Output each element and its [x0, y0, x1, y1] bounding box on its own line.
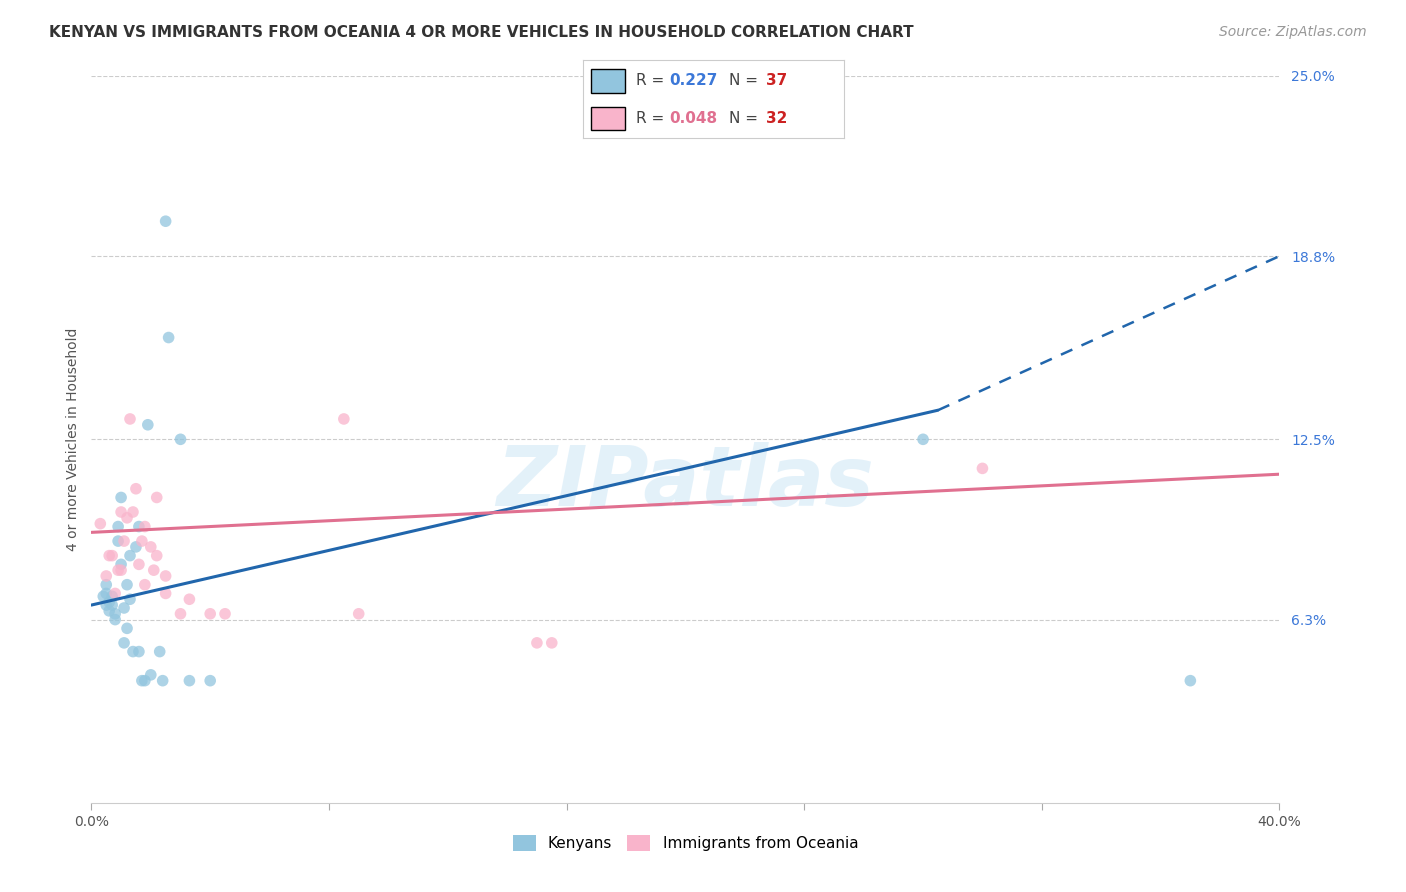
- Point: [110, 558, 132, 572]
- Point: [101, 549, 124, 563]
- Point: [115, 621, 138, 635]
- Y-axis label: 4 or more Vehicles in Household: 4 or more Vehicles in Household: [66, 327, 80, 551]
- Point: [112, 534, 135, 549]
- Point: [115, 578, 138, 592]
- Point: [139, 668, 162, 682]
- FancyBboxPatch shape: [592, 107, 626, 130]
- Text: 37: 37: [765, 73, 787, 88]
- Point: [139, 540, 162, 554]
- Point: [1180, 673, 1202, 688]
- Point: [96, 598, 118, 612]
- Point: [200, 607, 222, 621]
- Point: [104, 607, 127, 621]
- Point: [540, 636, 562, 650]
- Text: Source: ZipAtlas.com: Source: ZipAtlas.com: [1219, 25, 1367, 39]
- Point: [112, 636, 135, 650]
- Point: [96, 578, 118, 592]
- Point: [131, 534, 153, 549]
- Point: [134, 519, 156, 533]
- Text: R =: R =: [636, 73, 669, 88]
- Point: [125, 482, 148, 496]
- Point: [104, 613, 127, 627]
- Point: [125, 540, 148, 554]
- Point: [118, 549, 141, 563]
- Point: [136, 417, 159, 432]
- Point: [91, 590, 114, 604]
- Point: [169, 433, 191, 447]
- Text: R =: R =: [636, 112, 669, 126]
- Text: ZIPatlas: ZIPatlas: [496, 442, 875, 524]
- Point: [98, 604, 121, 618]
- Text: 0.227: 0.227: [669, 73, 717, 88]
- Point: [128, 519, 150, 533]
- Point: [347, 607, 370, 621]
- Point: [134, 673, 156, 688]
- Point: [200, 673, 222, 688]
- Point: [122, 505, 145, 519]
- Point: [107, 534, 129, 549]
- Point: [214, 607, 236, 621]
- Point: [526, 636, 548, 650]
- Point: [157, 330, 180, 344]
- Point: [104, 586, 127, 600]
- Point: [107, 563, 129, 577]
- Point: [155, 569, 177, 583]
- Point: [96, 569, 118, 583]
- Point: [98, 595, 121, 609]
- Point: [89, 516, 111, 531]
- Point: [110, 563, 132, 577]
- Point: [115, 511, 138, 525]
- Point: [169, 607, 191, 621]
- Point: [911, 433, 934, 447]
- Point: [96, 586, 118, 600]
- Legend: Kenyans, Immigrants from Oceania: Kenyans, Immigrants from Oceania: [506, 829, 865, 857]
- Point: [128, 558, 150, 572]
- Text: KENYAN VS IMMIGRANTS FROM OCEANIA 4 OR MORE VEHICLES IN HOUSEHOLD CORRELATION CH: KENYAN VS IMMIGRANTS FROM OCEANIA 4 OR M…: [49, 25, 914, 40]
- Point: [142, 563, 165, 577]
- Point: [972, 461, 994, 475]
- Point: [179, 592, 201, 607]
- Point: [101, 598, 124, 612]
- Text: N =: N =: [730, 73, 763, 88]
- Point: [179, 673, 201, 688]
- Point: [155, 214, 177, 228]
- Point: [152, 673, 174, 688]
- Point: [118, 592, 141, 607]
- Point: [149, 644, 172, 658]
- Text: N =: N =: [730, 112, 763, 126]
- FancyBboxPatch shape: [592, 70, 626, 93]
- Point: [128, 644, 150, 658]
- Point: [107, 519, 129, 533]
- Point: [145, 491, 167, 505]
- Point: [134, 578, 156, 592]
- Point: [98, 549, 121, 563]
- Point: [110, 491, 132, 505]
- Point: [110, 505, 132, 519]
- Text: 32: 32: [765, 112, 787, 126]
- Point: [333, 412, 356, 426]
- Point: [118, 412, 141, 426]
- Point: [131, 673, 153, 688]
- Point: [155, 586, 177, 600]
- Text: 0.048: 0.048: [669, 112, 717, 126]
- Point: [101, 590, 124, 604]
- Point: [112, 601, 135, 615]
- Point: [122, 644, 145, 658]
- Point: [145, 549, 167, 563]
